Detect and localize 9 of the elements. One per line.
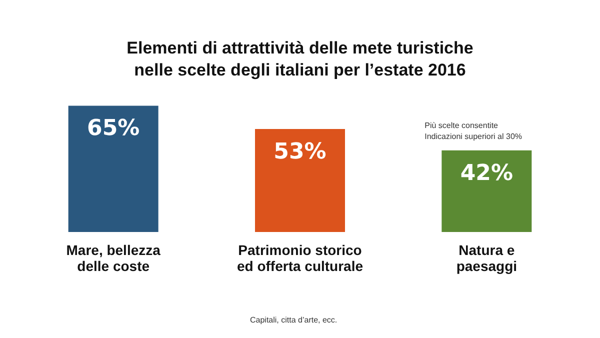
text: Capitali, citta d’arte, ecc. [250, 316, 338, 324]
x-tick-label: Natura e paesaggi [456, 242, 518, 274]
x-tick-label: Patrimonio storico ed offerta culturale [236, 242, 364, 274]
data-label: 53% [274, 140, 326, 165]
data-label: 42% [460, 160, 514, 186]
annotation: Più scelte consentite Indicazioni superiori al 30% [424, 121, 522, 141]
x-tick-label: Mare, bellezza delle coste [66, 242, 161, 274]
chart-title: Elementi di attrattività delle mete turistiche nelle scelte degli italiani per l’estate 2016 [126, 38, 474, 80]
data-label: 65% [86, 116, 140, 142]
